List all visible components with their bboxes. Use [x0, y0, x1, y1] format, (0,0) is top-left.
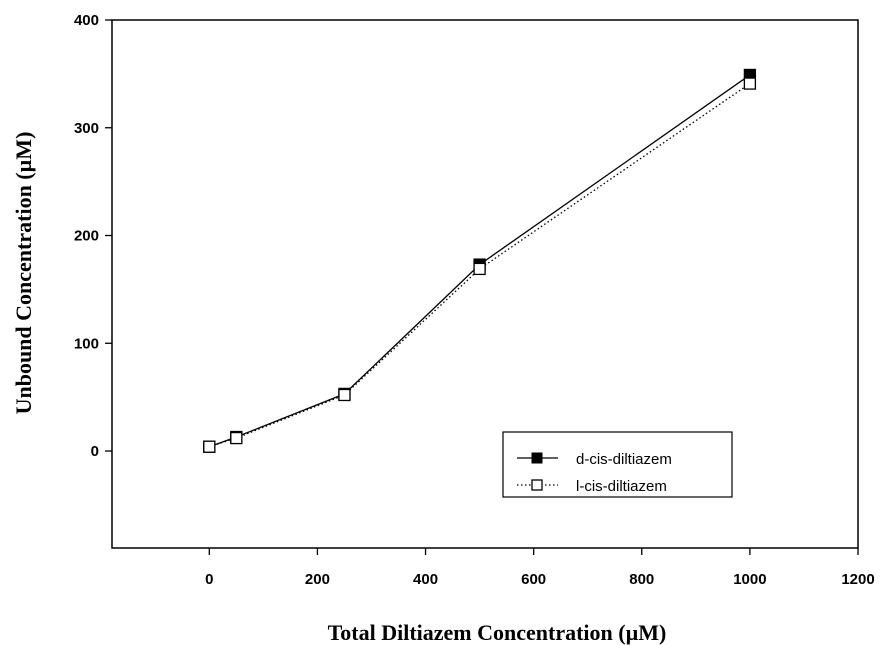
legend: d-cis-diltiazem l-cis-diltiazem [502, 431, 733, 498]
series-1-point [743, 77, 757, 90]
x-tick-label: 800 [629, 571, 654, 588]
y-axis-title: Unbound Concentration (µM) [11, 132, 36, 415]
y-tick-label: 300 [74, 120, 99, 137]
y-tick-label: 400 [74, 12, 99, 29]
legend-label-l-cis: l-cis-diltiazem [576, 478, 667, 495]
series-1-point [203, 440, 216, 453]
x-tick-label: 1200 [841, 571, 874, 588]
y-tick-label: 0 [91, 443, 99, 460]
y-axis-ticks: 0 100 200 300 400 [74, 12, 112, 460]
series-1-point [473, 262, 486, 276]
x-tick-label: 0 [205, 571, 213, 588]
series-1-point [230, 431, 243, 445]
x-tick-label: 1000 [733, 571, 766, 588]
x-axis-ticks: 0 200 400 600 800 1000 1200 [205, 548, 875, 588]
y-tick-label: 200 [74, 228, 99, 245]
x-tick-label: 400 [413, 571, 438, 588]
series-1-point [338, 388, 351, 402]
legend-label-d-cis: d-cis-diltiazem [576, 451, 672, 468]
plot-frame [111, 19, 859, 549]
x-axis-title: Total Diltiazem Concentration (µM) [328, 620, 667, 645]
y-tick-label: 100 [74, 335, 99, 352]
legend-marker-d-cis [531, 452, 543, 464]
x-tick-label: 600 [521, 571, 546, 588]
x-tick-label: 200 [305, 571, 330, 588]
legend-marker-l-cis [531, 479, 543, 491]
series-markers [203, 68, 757, 453]
